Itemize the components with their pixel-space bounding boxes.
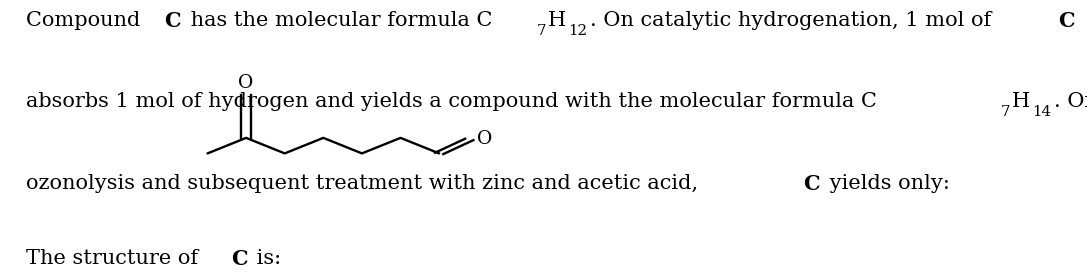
- Text: C: C: [803, 174, 821, 194]
- Text: C: C: [164, 11, 182, 31]
- Text: H: H: [1012, 92, 1029, 111]
- Text: 14: 14: [1033, 105, 1052, 119]
- Text: absorbs 1 mol of hydrogen and yields a compound with the molecular formula C: absorbs 1 mol of hydrogen and yields a c…: [26, 92, 877, 111]
- Text: C: C: [230, 249, 248, 269]
- Text: O: O: [238, 74, 253, 92]
- Text: . On catalytic hydrogenation, 1 mol of: . On catalytic hydrogenation, 1 mol of: [590, 11, 998, 30]
- Text: 12: 12: [569, 23, 588, 38]
- Text: Compound: Compound: [26, 11, 147, 30]
- Text: yields only:: yields only:: [823, 174, 949, 193]
- Text: H: H: [548, 11, 566, 30]
- Text: ozonolysis and subsequent treatment with zinc and acetic acid,: ozonolysis and subsequent treatment with…: [26, 174, 704, 193]
- Text: is:: is:: [250, 249, 282, 268]
- Text: has the molecular formula C: has the molecular formula C: [184, 11, 492, 30]
- Text: O: O: [477, 130, 492, 149]
- Text: C: C: [1058, 11, 1074, 31]
- Text: 7: 7: [537, 23, 547, 38]
- Text: The structure of: The structure of: [26, 249, 204, 268]
- Text: . On: . On: [1054, 92, 1087, 111]
- Text: 7: 7: [1001, 105, 1011, 119]
